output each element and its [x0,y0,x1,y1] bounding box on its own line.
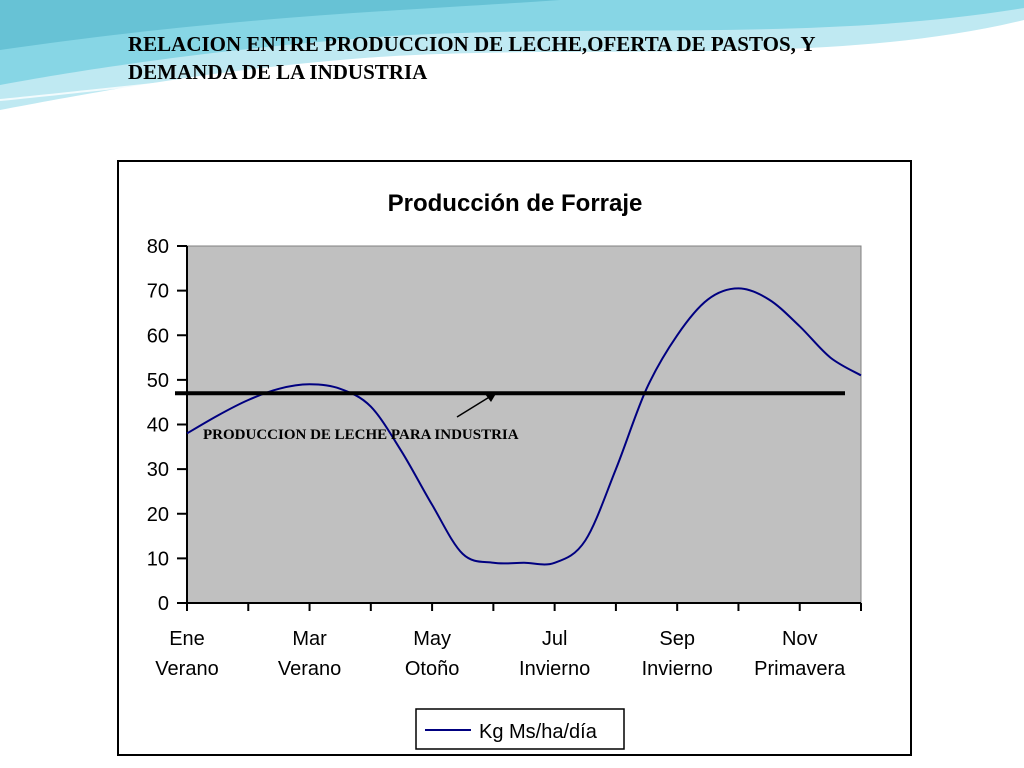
series-line-kg-ms-ha-dia [186,287,862,566]
y-tick-label: 10 [147,548,169,570]
slide-title-line2: DEMANDA DE LA INDUSTRIA [128,60,428,84]
x-tick-label-month: Jul [542,628,568,650]
header-banner-swoosh [0,0,1024,110]
x-tick-label-season: Invierno [642,658,713,680]
y-tick-label: 80 [147,236,169,258]
banner-highlight-curve [0,21,1024,101]
chart-frame: Producción de Forraje 0 10 20 30 40 50 60 70 80 … [117,160,912,756]
chart-legend: Kg Ms/ha/día [415,708,625,750]
x-tick-label-season: Verano [278,658,341,680]
y-tick-label: 30 [147,459,169,481]
y-tick-label: 20 [147,504,169,526]
x-tick-label-season: Invierno [519,658,590,680]
x-tick-label-month: Sep [659,628,695,650]
annotation-arrow-head [485,392,497,402]
series-layer [186,287,862,566]
annotation-arrow-shaft [456,395,492,418]
industry-demand-label: PRODUCCION DE LECHE PARA INDUSTRIA [203,427,519,443]
y-tick-label: 40 [147,415,169,437]
y-tick-label: 70 [147,281,169,303]
x-tick-label-month: Nov [782,628,818,650]
reference-layer: PRODUCCION DE LECHE PARA INDUSTRIA [175,391,845,443]
slide-title: RELACION ENTRE PRODUCCION DE LECHE,OFERT… [128,30,968,86]
legend-label: Kg Ms/ha/día [479,721,598,743]
plot-area [186,245,862,604]
x-tick-label-season: Primavera [754,658,846,680]
slide-title-line1: RELACION ENTRE PRODUCCION DE LECHE,OFERT… [128,32,816,56]
banner-dark-wave [0,0,560,50]
chart-title: Producción de Forraje [388,190,643,217]
banner-mid-wave [0,0,1024,85]
x-tick-label-season: Verano [155,658,218,680]
x-tick-label-month: May [413,628,451,650]
y-axis: 0 10 20 30 40 50 60 70 80 [147,236,188,615]
y-tick-label: 50 [147,370,169,392]
x-tick-label-season: Otoño [405,658,459,680]
y-tick-label: 60 [147,325,169,347]
forage-production-chart: Producción de Forraje 01020304050607080 … [147,190,862,750]
y-tick-label: 0 [158,593,169,615]
x-axis: Ene Verano Mar Verano May Otoño Jul Invierno Sep… [155,602,862,680]
x-tick-label-month: Mar [292,628,327,650]
x-tick-label-month: Ene [169,628,205,650]
